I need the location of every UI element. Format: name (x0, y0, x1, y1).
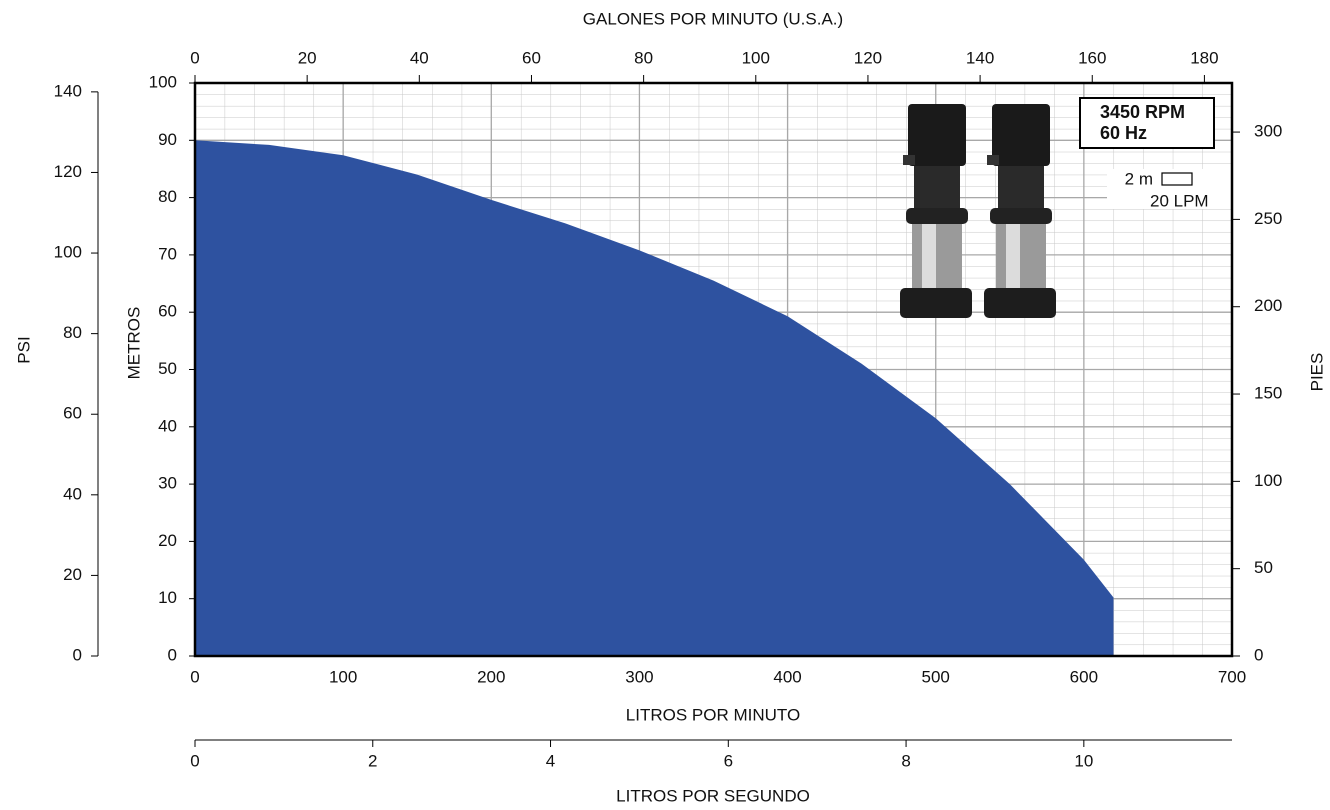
y-tick-label: 70 (158, 244, 177, 263)
x3-tick-label: 8 (901, 751, 910, 770)
axis-label: LITROS POR MINUTO (626, 705, 800, 724)
x2-tick-label: 80 (634, 48, 653, 67)
y2-tick-label: 150 (1254, 384, 1282, 403)
y2-tick-label: 100 (1254, 471, 1282, 490)
x3-tick-label: 10 (1074, 751, 1093, 770)
y-tick-label: 90 (158, 130, 177, 149)
pump-image (984, 104, 1056, 318)
x2-tick-label: 120 (854, 48, 882, 67)
x2-tick-label: 180 (1190, 48, 1218, 67)
pump-image (900, 104, 972, 318)
x-tick-label: 200 (477, 667, 505, 686)
axis-label: GALONES POR MINUTO (U.S.A.) (583, 9, 843, 28)
x3-tick-label: 6 (724, 751, 733, 770)
annotation: 3450 RPM (1100, 102, 1185, 122)
y2-tick-label: 200 (1254, 296, 1282, 315)
x-tick-label: 300 (625, 667, 653, 686)
y-tick-label: 30 (158, 474, 177, 493)
axis-label: PIES (1307, 353, 1326, 392)
x2-tick-label: 40 (410, 48, 429, 67)
scale-legend: 2 m (1125, 169, 1153, 188)
x-tick-label: 500 (922, 667, 950, 686)
x-tick-label: 400 (773, 667, 801, 686)
y-tick-label: 80 (158, 187, 177, 206)
x2-tick-label: 100 (742, 48, 770, 67)
y-tick-label: 40 (158, 416, 177, 435)
axis-label: PSI (14, 336, 33, 363)
axis-label: METROS (124, 307, 143, 380)
y2-tick-label: 250 (1254, 209, 1282, 228)
area-layer (195, 140, 1114, 657)
x-tick-label: 600 (1070, 667, 1098, 686)
annotation: 60 Hz (1100, 123, 1147, 143)
x2-tick-label: 20 (298, 48, 317, 67)
area (195, 140, 1114, 657)
y3-tick-label: 20 (63, 565, 82, 584)
y-tick-label: 60 (158, 302, 177, 321)
annotation-box (1079, 97, 1215, 149)
x2-tick-label: 0 (190, 48, 199, 67)
x3-tick-label: 0 (190, 751, 199, 770)
y-tick-label: 100 (149, 72, 177, 91)
y-tick-label: 10 (158, 588, 177, 607)
y-tick-label: 0 (168, 645, 177, 664)
x2-tick-label: 160 (1078, 48, 1106, 67)
x-tick-label: 0 (190, 667, 199, 686)
axis-label: LITROS POR SEGUNDO (616, 786, 810, 805)
y3-tick-label: 120 (54, 162, 82, 181)
y-tick-label: 20 (158, 531, 177, 550)
y2-tick-label: 300 (1254, 122, 1282, 141)
x2-tick-label: 140 (966, 48, 994, 67)
y2-tick-label: 50 (1254, 558, 1273, 577)
y3-tick-label: 140 (54, 81, 82, 100)
y3-tick-label: 60 (63, 404, 82, 423)
x3-tick-label: 2 (368, 751, 377, 770)
y3-tick-label: 80 (63, 323, 82, 342)
x3-tick-label: 4 (546, 751, 555, 770)
y3-tick-label: 100 (54, 243, 82, 262)
x2-tick-label: 60 (522, 48, 541, 67)
x-tick-label: 700 (1218, 667, 1246, 686)
x-tick-label: 100 (329, 667, 357, 686)
scale-legend: 20 LPM (1150, 191, 1209, 210)
y3-tick-label: 0 (73, 645, 82, 664)
scale-legend-box (1161, 172, 1193, 186)
y2-tick-label: 0 (1254, 645, 1263, 664)
y-tick-label: 50 (158, 359, 177, 378)
y3-tick-label: 40 (63, 484, 82, 503)
